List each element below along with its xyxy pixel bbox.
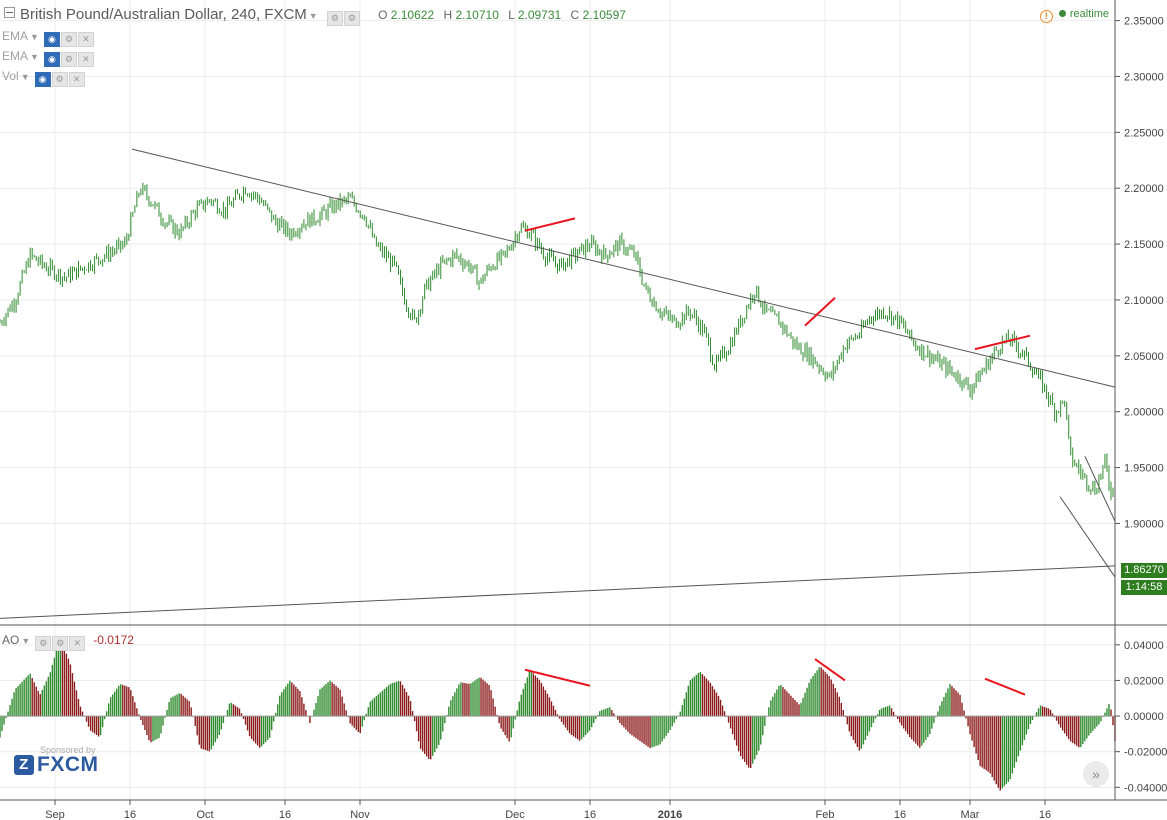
y-tick-label: 0.00000	[1124, 711, 1164, 723]
indicator-ema-1[interactable]: EMA ▼ ◉ ⚙ ✕	[2, 29, 94, 47]
y-tick-label: 2.30000	[1124, 71, 1164, 83]
ao-divergence-mark	[524, 668, 591, 687]
trendline	[131, 148, 1116, 388]
high-value: 2.10710	[455, 8, 499, 22]
symbol-title[interactable]: British Pound/Australian Dollar, 240, FX…	[20, 6, 307, 23]
settings-icon[interactable]: ⚙	[326, 11, 343, 26]
y-tick-label: 2.00000	[1124, 407, 1164, 419]
close-icon[interactable]: ✕	[69, 636, 86, 651]
settings-icon[interactable]: ⚙	[60, 32, 77, 47]
ao-value: -0.0172	[93, 633, 134, 647]
y-tick-label: 2.35000	[1124, 16, 1164, 28]
close-value: 2.10597	[582, 8, 626, 22]
x-tick-label: Sep	[45, 809, 65, 820]
divergence-mark	[974, 334, 1031, 351]
grid-lines	[0, 0, 1115, 800]
eye-icon[interactable]: ◉	[34, 72, 51, 87]
x-tick-label: 16	[124, 809, 136, 820]
low-value: 2.09731	[517, 8, 562, 22]
indicator-ema-2[interactable]: EMA ▼ ◉ ⚙ ✕	[2, 49, 94, 67]
x-tick-label: Feb	[816, 809, 835, 820]
indicator-vol[interactable]: Vol ▼ ◉ ⚙ ✕	[2, 69, 85, 87]
ohlc-readout: O 2.10622 H 2.10710 L 2.09731 C 2.10597	[378, 8, 626, 22]
ao-divergence-mark	[814, 658, 846, 682]
divergence-mark	[524, 217, 576, 232]
close-icon[interactable]: ✕	[68, 72, 85, 87]
trendlines	[0, 148, 1116, 696]
x-tick-label: Dec	[505, 809, 525, 820]
last-price-label: 1.86270	[1121, 563, 1167, 578]
y-tick-label: 1.90000	[1124, 518, 1164, 530]
y-tick-label: 2.25000	[1124, 127, 1164, 139]
x-tick-label: Mar	[961, 809, 980, 820]
format-icon[interactable]: ⚙	[343, 11, 360, 26]
y-tick-label: 2.05000	[1124, 351, 1164, 363]
open-value: 2.10622	[390, 8, 435, 22]
y-tick-label: -0.04000	[1124, 782, 1167, 794]
trendline	[1084, 456, 1116, 522]
eye-icon[interactable]: ◉	[43, 52, 60, 67]
ao-divergence-mark	[984, 677, 1026, 696]
y-tick-label: 2.20000	[1124, 183, 1164, 195]
realtime-status: ! realtime	[1039, 8, 1109, 23]
ao-histogram	[0, 638, 1116, 791]
divergence-mark	[804, 296, 836, 327]
settings-icon[interactable]: ⚙	[51, 72, 68, 87]
x-tick-label: 16	[894, 809, 906, 820]
close-icon[interactable]: ✕	[77, 32, 94, 47]
settings-icon[interactable]: ⚙	[60, 52, 77, 67]
settings-icon[interactable]: ⚙	[35, 636, 52, 651]
chevron-down-icon[interactable]: ▼	[308, 11, 318, 21]
collapse-icon[interactable]	[4, 7, 15, 18]
fxcm-logo-icon: Z	[14, 755, 34, 775]
sponsor-logo[interactable]: Sponsored by Z FXCM	[14, 745, 99, 777]
y-tick-label: 0.04000	[1124, 640, 1164, 652]
chevron-down-icon: ▼	[20, 72, 30, 82]
chevron-down-icon: ▼	[30, 32, 39, 42]
x-tick-label: 16	[1039, 809, 1051, 820]
chart-header: British Pound/Australian Dollar, 240, FX…	[4, 6, 632, 26]
chevron-down-icon: ▼	[30, 52, 39, 62]
alert-icon[interactable]: !	[1039, 10, 1053, 23]
close-icon[interactable]: ✕	[77, 52, 94, 67]
eye-icon[interactable]: ◉	[43, 32, 60, 47]
y-tick-label: 0.02000	[1124, 675, 1164, 687]
y-tick-label: -0.02000	[1124, 747, 1167, 759]
y-tick-label: 2.10000	[1124, 295, 1164, 307]
chevron-down-icon: ▼	[21, 636, 31, 646]
x-tick-label: 16	[584, 809, 596, 820]
x-tick-label: Oct	[196, 809, 213, 820]
status-dot-icon	[1058, 10, 1066, 17]
trendline	[0, 565, 1116, 619]
ao-legend[interactable]: AO ▼ ⚙ ⚙ ✕ -0.0172	[2, 633, 134, 651]
y-tick-label: 1.95000	[1124, 463, 1164, 475]
y-tick-label: 2.15000	[1124, 239, 1164, 251]
x-tick-label: 16	[279, 809, 291, 820]
price-candles	[0, 182, 1116, 501]
countdown-label: 1:14:58	[1121, 580, 1167, 595]
scroll-right-button[interactable]: »	[1083, 761, 1109, 787]
trendline	[1059, 496, 1116, 578]
x-tick-label: 2016	[658, 809, 682, 820]
x-tick-label: Nov	[350, 809, 370, 820]
format-icon[interactable]: ⚙	[52, 636, 69, 651]
